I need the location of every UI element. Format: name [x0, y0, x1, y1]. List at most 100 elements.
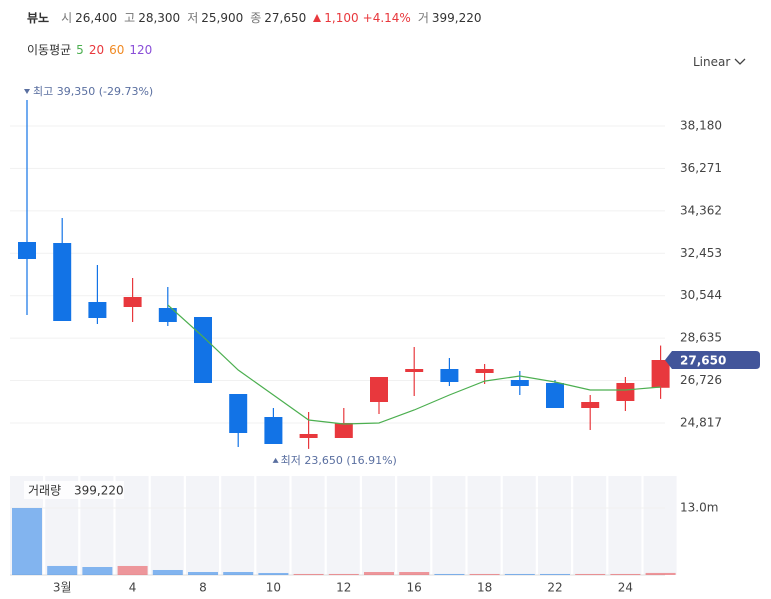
volume-column-bg [186, 476, 219, 575]
volume-column-bg [643, 476, 677, 575]
x-tick-label: 24 [618, 581, 633, 595]
stock-name: 뷰노 [27, 11, 50, 25]
header: 뷰노 시 26,400 고 28,300 저 25,900 종 27,650 1,100 +4.14… [27, 9, 486, 26]
y-tick-label: 36,271 [680, 161, 722, 175]
field-value: 28,300 [138, 11, 181, 25]
volume-bar [399, 572, 430, 575]
volume-bar [328, 573, 359, 575]
volume-column-bg [502, 476, 536, 575]
x-tick-label: 3월 [53, 581, 72, 595]
change-arrow [313, 14, 322, 22]
volume-bar [469, 573, 500, 575]
field-value: 399,220 [431, 11, 482, 25]
candle-body [53, 243, 72, 321]
volume-bar [117, 565, 148, 575]
volume-title-bg [24, 481, 124, 499]
volume-bar [434, 573, 465, 575]
volume-column-bg [608, 476, 642, 575]
volume-bar [645, 572, 676, 575]
low-annotation: 최저 23,650 (16.91%) [281, 454, 397, 467]
candle-body [651, 360, 670, 388]
candle-body [334, 423, 353, 438]
candle-body [405, 369, 424, 372]
field-value: 27,650 [264, 11, 307, 25]
candle-body [370, 377, 388, 402]
ma-title: 이동평균 [27, 43, 72, 57]
candle-body [158, 308, 177, 322]
high-marker [24, 89, 30, 94]
x-tick-label: 10 [266, 581, 281, 595]
volume-bar [47, 565, 78, 575]
candle-body [581, 402, 600, 408]
y-tick-label: 28,635 [680, 331, 722, 345]
volume-column-bg [362, 476, 395, 575]
ma-legend: 이동평균 5 20 60 120 [27, 41, 157, 58]
candle-body [546, 383, 564, 408]
ma-item: 5 [76, 43, 84, 57]
volume-column-bg [291, 476, 325, 575]
volume-bar [575, 573, 606, 575]
volume-column-bg [573, 476, 607, 575]
volume-bar [152, 569, 183, 575]
volume-column-bg [326, 476, 360, 575]
ma-line [167, 304, 661, 425]
candle-body [616, 383, 635, 401]
candle-body [299, 434, 318, 438]
volume-bar [188, 572, 218, 575]
volume-last: 399,220 [74, 484, 124, 498]
volume-title: 거래량 [28, 484, 61, 498]
volume-bar [293, 573, 324, 575]
y-tick-label: 24,817 [680, 415, 722, 429]
field-label: 거 [417, 11, 429, 25]
candle-body [264, 417, 283, 444]
field-label: 종 [250, 11, 262, 25]
scale-button[interactable]: Linear [693, 55, 746, 69]
volume-column-bg [397, 476, 431, 575]
volume-bar [504, 573, 535, 575]
low-marker [272, 457, 279, 463]
candle-body [18, 242, 36, 259]
volume-bar [12, 507, 42, 575]
x-tick-label: 18 [477, 581, 492, 595]
field-label: 시 [61, 11, 73, 25]
volume-bar [364, 572, 394, 575]
ma-item: 120 [129, 43, 153, 57]
y-tick-label: 32,453 [680, 246, 722, 260]
price-tag [665, 351, 760, 369]
candle-body [123, 297, 142, 307]
chevron [734, 58, 746, 65]
field-value: 25,900 [201, 11, 244, 25]
candle-body [88, 302, 107, 318]
volume-column-bg [221, 476, 255, 575]
ma-item: 20 [88, 43, 105, 57]
candle-body [440, 369, 459, 382]
field-label: 고 [124, 11, 136, 25]
volume-column-bg [467, 476, 501, 575]
y-tick-label: 38,180 [680, 119, 722, 133]
x-tick-label: 16 [407, 581, 422, 595]
y-tick-label: 30,544 [680, 288, 722, 302]
volume-bar [610, 573, 641, 575]
volume-bar [258, 572, 289, 575]
x-tick-label: 8 [199, 581, 207, 595]
price-tag-label: 27,650 [680, 354, 726, 368]
x-tick-label: 22 [547, 581, 562, 595]
volume-bar [540, 573, 570, 575]
volume-column-bg [150, 476, 184, 575]
candle-body [194, 317, 212, 383]
ma-item: 60 [109, 43, 125, 57]
volume-column-bg [432, 476, 466, 575]
candle-body [510, 380, 529, 386]
candle-body [229, 394, 248, 433]
field-label: 저 [187, 11, 199, 25]
high-annotation: 최고 39,350 (-29.73%) [33, 85, 153, 98]
change: 1,100 [324, 11, 359, 25]
x-tick-label: 4 [129, 581, 137, 595]
volume-bar [82, 567, 113, 575]
scale-label: Linear [693, 55, 731, 69]
volume-tick-label: 13.0m [680, 500, 718, 514]
volume-column-bg [256, 476, 290, 575]
volume-bar [223, 572, 254, 575]
